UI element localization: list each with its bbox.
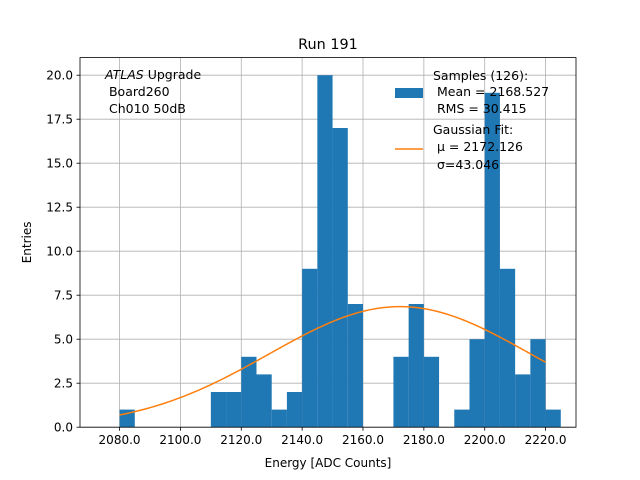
legend: Samples (126): Mean = 2168.527 RMS = 30.… <box>395 68 549 172</box>
histogram-bar <box>484 92 500 428</box>
histogram-bar <box>545 409 561 428</box>
annotation-board: Board260 <box>105 84 170 99</box>
x-tick-label: 2180.0 <box>403 433 445 447</box>
y-tick-label: 7.5 <box>54 289 73 303</box>
histogram-bar <box>302 268 318 428</box>
y-tick-label: 2.5 <box>54 377 73 391</box>
legend-fit-mu: μ = 2172.126 <box>433 139 523 154</box>
y-tick-label: 5.0 <box>54 333 73 347</box>
annotation-line-1: ATLAS Upgrade <box>104 67 201 82</box>
annotation-upgrade: Upgrade <box>144 67 202 82</box>
histogram-bar <box>393 356 409 428</box>
x-tick-label: 2200.0 <box>464 433 506 447</box>
x-tick-label: 2100.0 <box>159 433 201 447</box>
legend-samples-mean: Mean = 2168.527 <box>433 84 549 99</box>
histogram-bar <box>271 409 287 428</box>
x-tick-label: 2220.0 <box>525 433 567 447</box>
histogram-bar <box>332 128 348 428</box>
y-axis-label: Entries <box>20 222 34 264</box>
gaussian-fit-line <box>119 305 546 416</box>
chart-title: Run 191 <box>298 37 358 53</box>
x-tick-label: 2160.0 <box>342 433 384 447</box>
histogram-bar <box>317 75 333 428</box>
annotation-atlas: ATLAS <box>104 67 144 82</box>
plot-frame <box>79 57 577 428</box>
histogram-bar <box>347 304 363 428</box>
y-tick-label: 20.0 <box>46 69 73 83</box>
histogram-bar <box>226 392 242 428</box>
histogram-bar <box>454 409 470 428</box>
y-tick-label: 15.0 <box>46 157 73 171</box>
detector-annotation: ATLAS Upgrade Board260 Ch010 50dB <box>104 67 201 116</box>
legend-samples-swatch <box>395 88 423 98</box>
legend-fit-title: Gaussian Fit: <box>433 122 513 137</box>
histogram-bar <box>408 304 424 428</box>
x-axis-label: Energy [ADC Counts] <box>265 456 392 470</box>
y-axis-ticks: 0.0 2.5 5.0 7.5 10.0 12.5 15.0 17.5 20.0 <box>46 69 80 435</box>
x-tick-label: 2140.0 <box>281 433 323 447</box>
histogram-bar <box>423 356 440 428</box>
legend-samples-rms: RMS = 30.415 <box>433 101 527 116</box>
histogram-bar <box>499 268 516 428</box>
histogram-bar <box>256 374 272 428</box>
histogram-bar <box>469 339 485 428</box>
legend-samples-title: Samples (126): <box>433 68 528 83</box>
annotation-channel: Ch010 50dB <box>105 101 186 116</box>
legend-fit-sigma: σ=43.046 <box>433 157 499 172</box>
x-tick-label: 2080.0 <box>99 433 141 447</box>
histogram-bar <box>286 392 303 428</box>
histogram-bar <box>530 339 546 428</box>
y-tick-label: 10.0 <box>46 245 73 259</box>
x-tick-label: 2120.0 <box>220 433 262 447</box>
histogram-bar <box>515 374 531 428</box>
y-tick-label: 0.0 <box>54 421 73 435</box>
y-tick-label: 12.5 <box>46 201 73 215</box>
histogram-bar <box>210 392 227 428</box>
histogram-bar <box>241 356 257 428</box>
histogram-bars <box>119 75 561 428</box>
y-tick-label: 17.5 <box>46 113 73 127</box>
x-axis-ticks: 2080.0 2100.0 2120.0 2140.0 2160.0 2180.0 2200… <box>99 427 567 447</box>
